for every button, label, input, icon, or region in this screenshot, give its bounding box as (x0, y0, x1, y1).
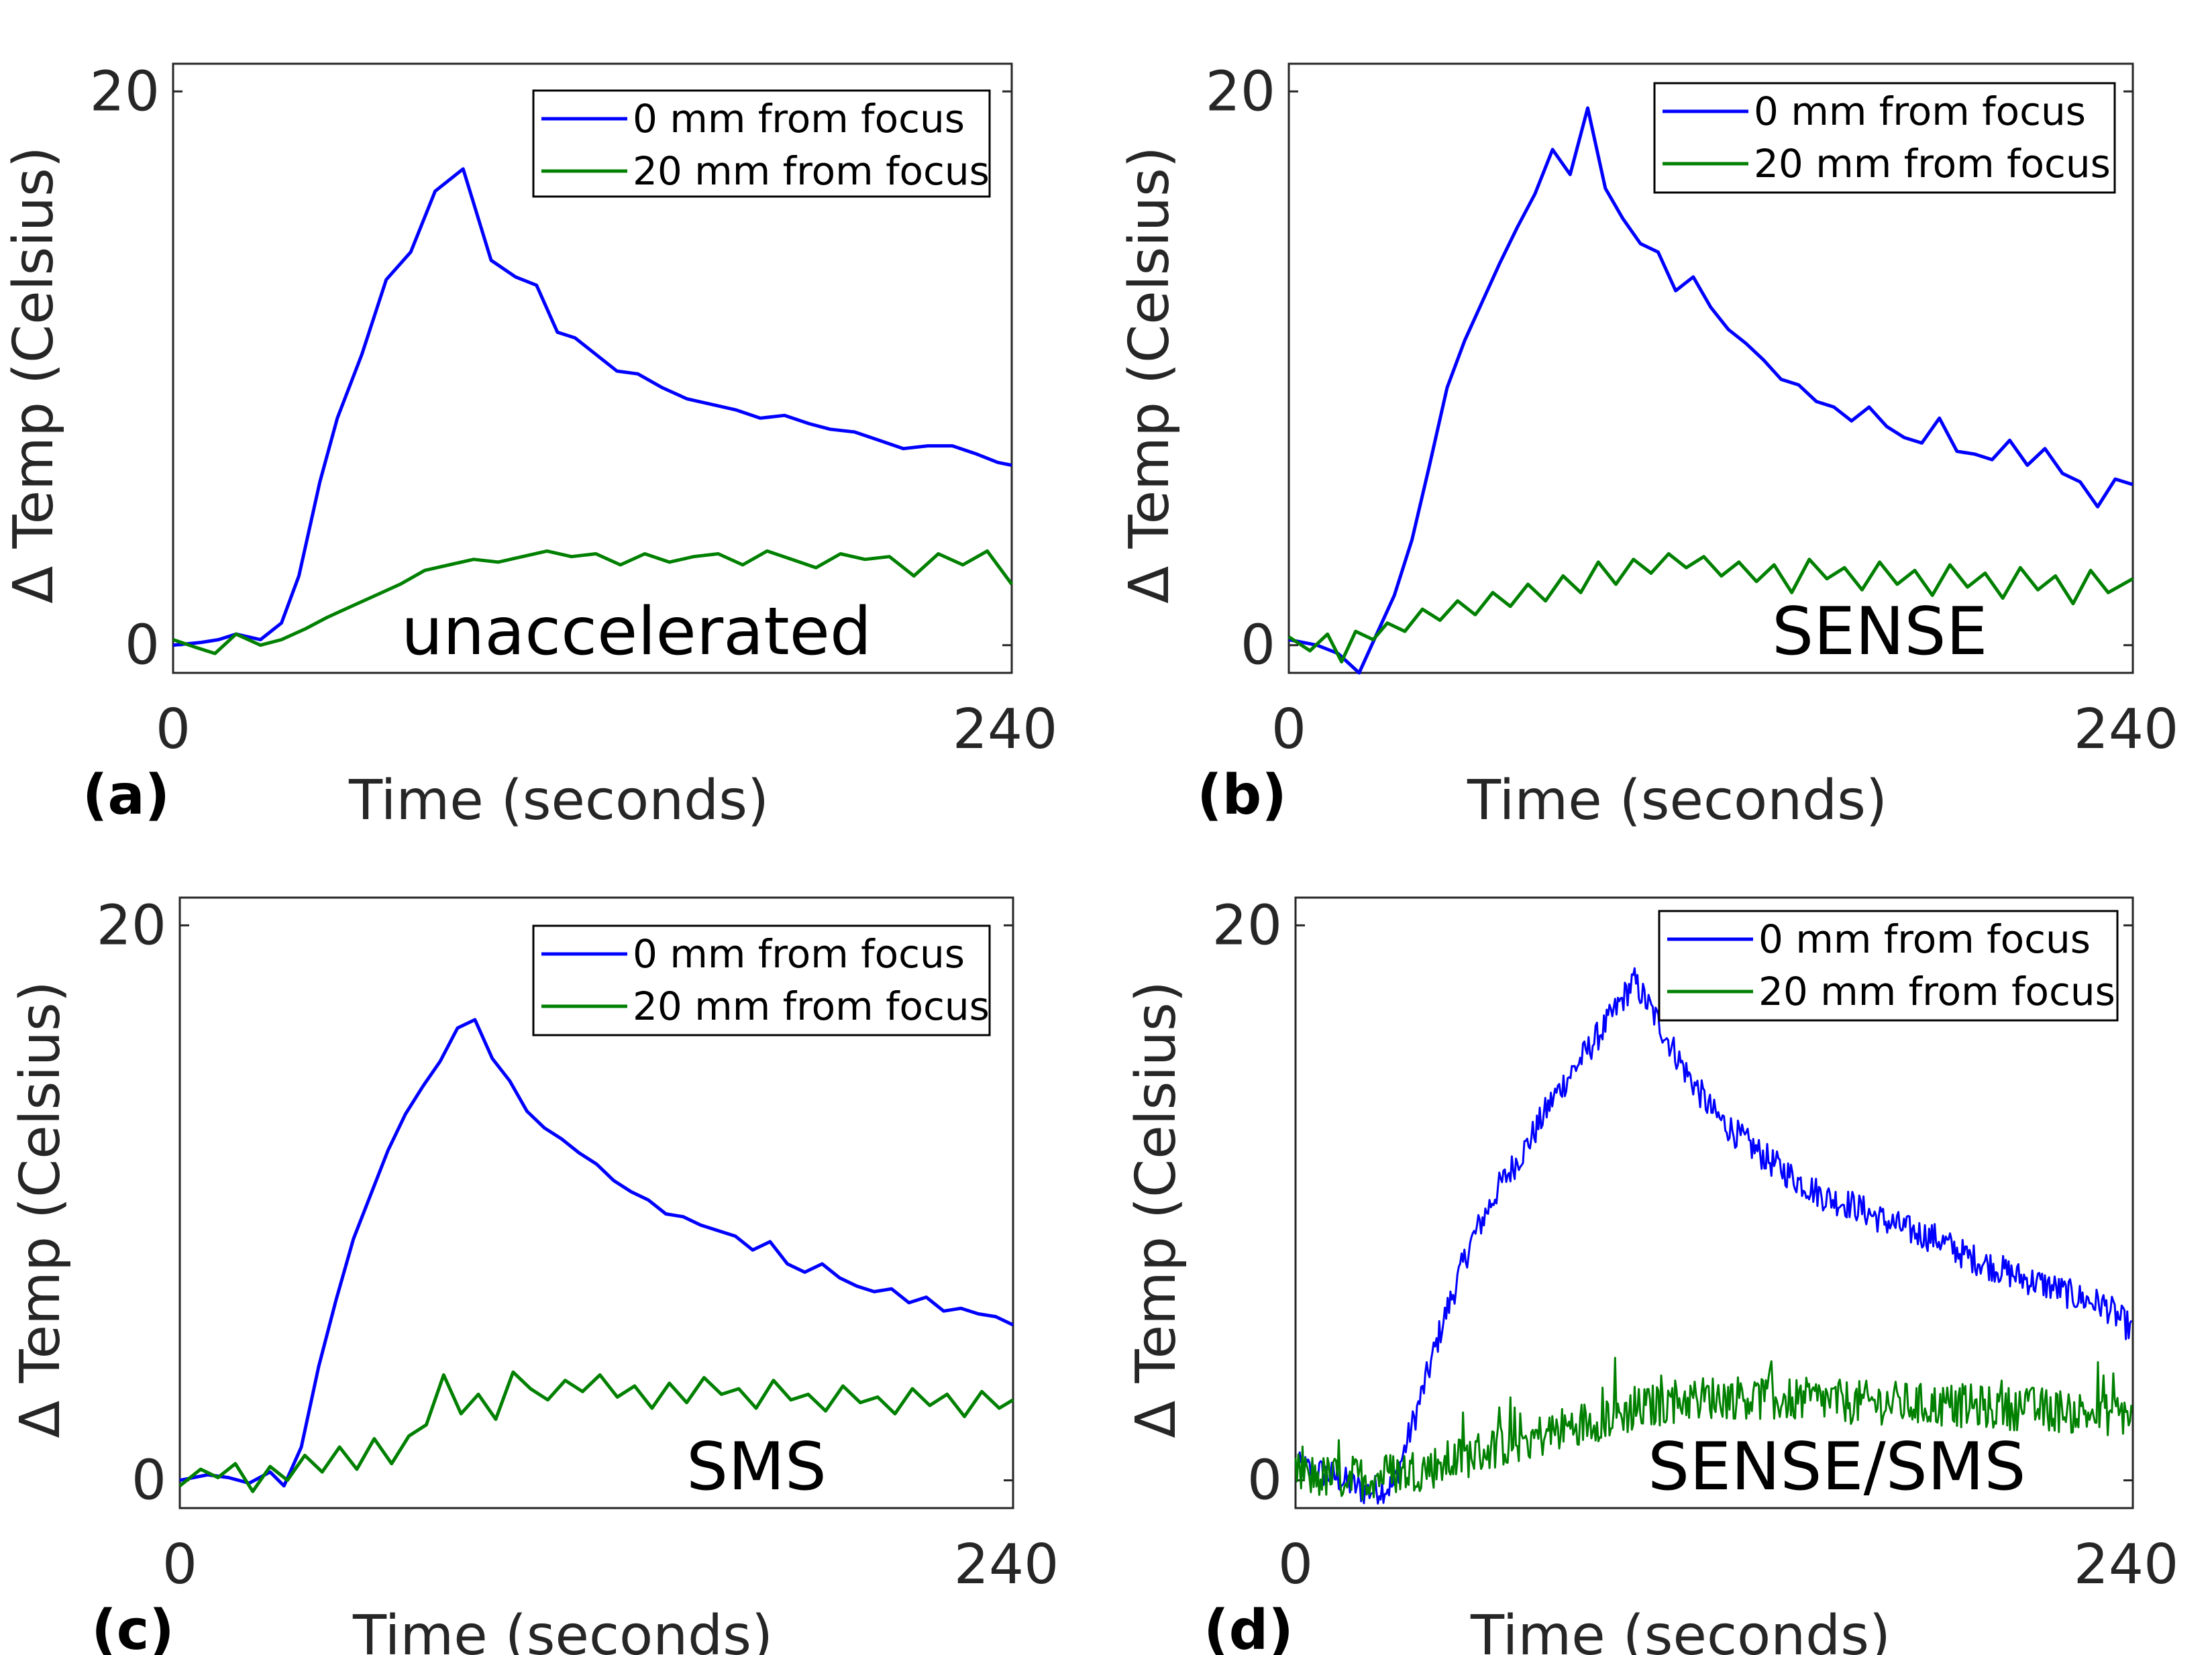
series-line-20mm (178, 1370, 1014, 1493)
condition-annotation: SENSE (1772, 594, 1988, 670)
y-axis-label: Δ Temp (Celsius) (1118, 146, 1181, 603)
x-axis-label: Time (seconds) (352, 1604, 773, 1655)
y-axis-label: Δ Temp (Celsius) (2, 146, 66, 603)
condition-annotation: SMS (686, 1429, 827, 1505)
legend-box (532, 89, 991, 198)
y-tick-label: 0 (1247, 1449, 1282, 1513)
legend-box (1658, 910, 2119, 1022)
x-tick-label: 0 (1271, 698, 1306, 761)
x-axis-label: Time (seconds) (1467, 769, 1887, 833)
y-tick-label: 20 (1212, 894, 1282, 957)
y-tick-label: 0 (131, 1449, 166, 1513)
x-tick-label: 240 (2074, 1533, 2179, 1597)
legend-entry: 20 mm from focus (633, 148, 990, 194)
y-tick-label: 20 (97, 894, 166, 957)
x-tick-label: 0 (162, 1533, 197, 1597)
y-axis-label: Δ Temp (Celsius) (1124, 981, 1188, 1438)
legend: 0 mm from focus 20 mm from focus (1653, 82, 2116, 194)
y-tick-label: 20 (90, 60, 160, 123)
axes-box (1294, 896, 2134, 1509)
legend-entry: 0 mm from focus (633, 96, 965, 142)
y-axis-label: Δ Temp (Celsius) (9, 981, 72, 1438)
panel-label: (c) (91, 1599, 174, 1655)
legend: 0 mm from focus 20 mm from focus (1658, 910, 2119, 1022)
series-line-0mm (179, 1018, 1014, 1488)
axes-box (178, 896, 1014, 1509)
legend-entry: 0 mm from focus (633, 931, 965, 977)
x-tick-label: 240 (953, 698, 1058, 761)
series-line-0mm (1294, 967, 2133, 1505)
legend: 0 mm from focus 20 mm from focus (532, 924, 991, 1036)
chart-panel-b: 0 20 0 240 Time (seconds) (b) Δ Temp (Celsius)… (1118, 60, 2178, 833)
panel-label: (a) (83, 763, 170, 827)
series-line-20mm (1287, 552, 2134, 663)
condition-annotation: unaccelerated (401, 594, 872, 670)
x-axis-label: Time (seconds) (1470, 1604, 1891, 1655)
legend-entry: 20 mm from focus (633, 983, 990, 1029)
legend-box (1653, 82, 2116, 194)
series-line-0mm (172, 167, 1012, 647)
panel-label: (d) (1204, 1599, 1294, 1655)
y-tick-label: 20 (1206, 60, 1275, 123)
x-axis-label: Time (seconds) (348, 769, 769, 833)
legend-entry: 20 mm from focus (1754, 141, 2111, 186)
panel-label: (b) (1197, 763, 1287, 827)
y-tick-label: 0 (125, 614, 160, 678)
chart-panel-c: 0 20 0 240 Time (seconds) (c) Δ Temp (Celsius)… (9, 894, 1059, 1655)
x-tick-label: 0 (156, 698, 191, 761)
axes-box (172, 62, 1013, 674)
chart-panel-a: 0 20 0 240 Time (seconds) (a) Δ Temp (Celsius)… (2, 60, 1057, 833)
condition-annotation: SENSE/SMS (1648, 1429, 2026, 1505)
legend-entry: 20 mm from focus (1758, 969, 2115, 1014)
legend-entry: 0 mm from focus (1758, 916, 2091, 962)
series-line-20mm (1294, 1356, 2133, 1501)
x-tick-label: 0 (1278, 1533, 1313, 1597)
series-line-0mm (1288, 106, 2134, 675)
legend-box (532, 924, 991, 1036)
chart-panel-d: 0 20 0 240 Time (seconds) (d) Δ Temp (Celsius)… (1124, 894, 2178, 1655)
x-tick-label: 240 (2074, 698, 2179, 761)
legend-entry: 0 mm from focus (1754, 89, 2086, 134)
y-tick-label: 0 (1241, 614, 1275, 678)
axes-box (1287, 62, 2134, 674)
legend: 0 mm from focus 20 mm from focus (532, 89, 991, 198)
x-tick-label: 240 (954, 1533, 1059, 1597)
series-line-20mm (172, 549, 1014, 655)
